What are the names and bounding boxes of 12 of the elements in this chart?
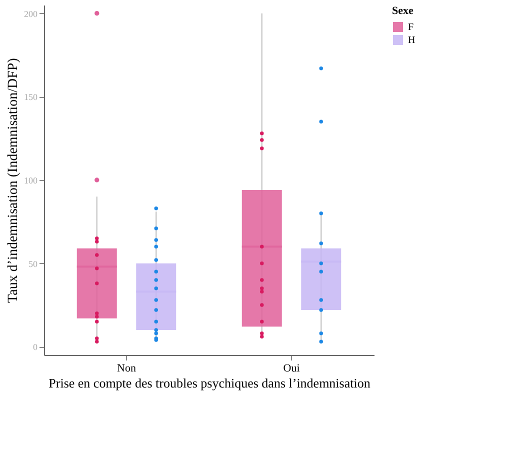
- y-tick-label: 100: [24, 176, 38, 186]
- legend-label: F: [408, 22, 414, 33]
- x-tick-label: Non: [117, 362, 136, 374]
- y-tick-label: 150: [24, 92, 38, 102]
- y-tick-label: 0: [33, 342, 38, 352]
- legend-label: H: [408, 35, 416, 46]
- legend-title: Sexe: [392, 5, 414, 17]
- y-tick-label: 50: [28, 258, 38, 269]
- y-tick-label: 200: [24, 8, 38, 19]
- x-axis-title: Prise en compte des troubles psychiques dans l’indemnisation: [48, 376, 371, 390]
- x-tick-label: Oui: [283, 362, 300, 374]
- y-axis-title: Taux d’indemnisation (Indemnisation/DFP): [6, 58, 21, 303]
